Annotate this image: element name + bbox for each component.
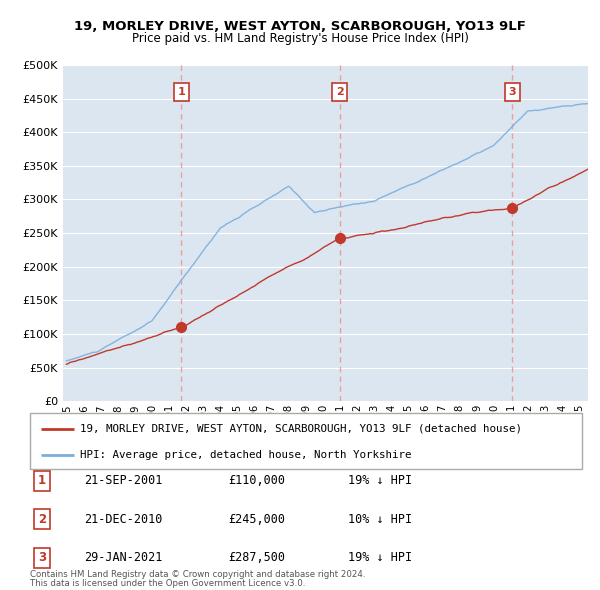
Text: 2: 2 (335, 87, 343, 97)
Text: 29-JAN-2021: 29-JAN-2021 (84, 551, 163, 564)
Text: Price paid vs. HM Land Registry's House Price Index (HPI): Price paid vs. HM Land Registry's House … (131, 32, 469, 45)
Text: £287,500: £287,500 (228, 551, 285, 564)
Text: 19% ↓ HPI: 19% ↓ HPI (348, 474, 412, 487)
FancyBboxPatch shape (30, 413, 582, 469)
Text: 19, MORLEY DRIVE, WEST AYTON, SCARBOROUGH, YO13 9LF: 19, MORLEY DRIVE, WEST AYTON, SCARBOROUG… (74, 20, 526, 33)
Text: 19% ↓ HPI: 19% ↓ HPI (348, 551, 412, 564)
Text: 21-SEP-2001: 21-SEP-2001 (84, 474, 163, 487)
Text: 10% ↓ HPI: 10% ↓ HPI (348, 513, 412, 526)
Text: 2: 2 (38, 513, 46, 526)
Text: HPI: Average price, detached house, North Yorkshire: HPI: Average price, detached house, Nort… (80, 450, 411, 460)
Text: 1: 1 (178, 87, 185, 97)
Text: Contains HM Land Registry data © Crown copyright and database right 2024.: Contains HM Land Registry data © Crown c… (30, 571, 365, 579)
Text: 3: 3 (509, 87, 516, 97)
Text: 21-DEC-2010: 21-DEC-2010 (84, 513, 163, 526)
Text: 19, MORLEY DRIVE, WEST AYTON, SCARBOROUGH, YO13 9LF (detached house): 19, MORLEY DRIVE, WEST AYTON, SCARBOROUG… (80, 424, 521, 434)
Text: 1: 1 (38, 474, 46, 487)
Text: 3: 3 (38, 551, 46, 564)
Text: £110,000: £110,000 (228, 474, 285, 487)
Text: £245,000: £245,000 (228, 513, 285, 526)
Text: This data is licensed under the Open Government Licence v3.0.: This data is licensed under the Open Gov… (30, 579, 305, 588)
